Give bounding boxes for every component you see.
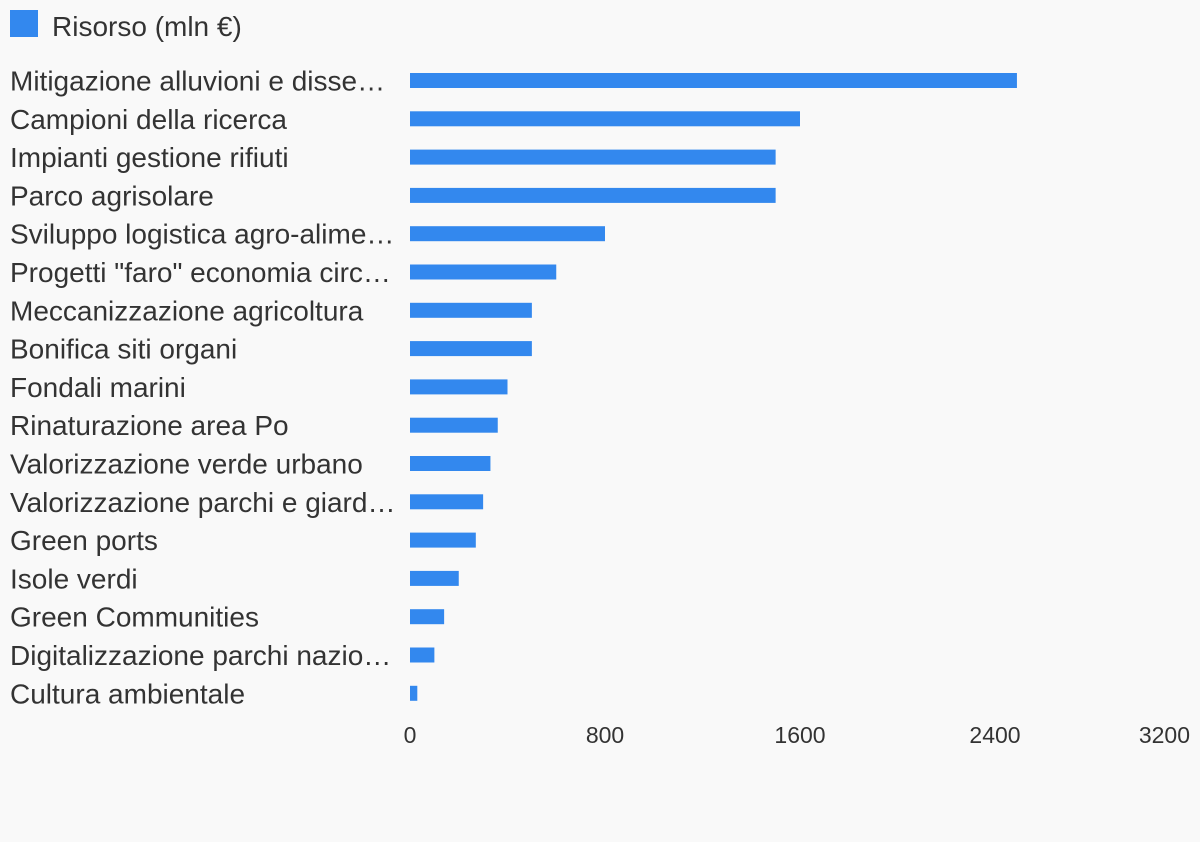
legend-label: Risorso (mln €)	[52, 11, 242, 42]
category-label: Bonifica siti organi	[10, 334, 237, 365]
category-label: Parco agrisolare	[10, 180, 214, 211]
bar	[410, 570, 459, 586]
category-label: Digitalizzazione parchi nazio…	[10, 640, 391, 671]
bar	[410, 111, 800, 127]
bar	[410, 417, 498, 433]
category-label: Progetti "faro" economia circ…	[10, 257, 391, 288]
category-label: Rinaturazione area Po	[10, 410, 289, 441]
bar	[410, 647, 435, 663]
legend-swatch	[10, 10, 38, 37]
category-label: Meccanizzazione agricoltura	[10, 295, 364, 326]
category-label: Green Communities	[10, 602, 259, 633]
bar	[410, 264, 557, 280]
x-tick-label: 1600	[774, 722, 825, 748]
bar	[410, 187, 776, 203]
bar	[410, 532, 476, 548]
bar	[410, 494, 484, 510]
x-tick-label: 2400	[969, 722, 1020, 748]
category-label: Cultura ambientale	[10, 678, 245, 709]
category-label: Isole verdi	[10, 563, 138, 594]
legend: Risorso (mln €)	[10, 10, 242, 42]
bar	[410, 379, 508, 395]
x-tick-label: 800	[586, 722, 624, 748]
x-tick-label: 0	[404, 722, 417, 748]
category-label: Valorizzazione parchi e giard…	[10, 487, 395, 518]
bar	[410, 73, 1017, 88]
bar	[410, 685, 418, 701]
category-label: Campioni della ricerca	[10, 104, 287, 135]
bar	[410, 341, 532, 357]
bar	[410, 456, 491, 471]
x-tick-label: 3200	[1139, 722, 1190, 748]
bars	[410, 73, 1017, 701]
category-label: Fondali marini	[10, 372, 186, 403]
category-label: Impianti gestione rifiuti	[10, 142, 289, 173]
category-label: Sviluppo logistica agro-alime…	[10, 219, 394, 250]
bar	[410, 149, 776, 165]
bar	[410, 226, 605, 242]
category-label: Valorizzazione verde urbano	[10, 449, 363, 480]
bar	[410, 609, 445, 625]
category-label: Green ports	[10, 525, 158, 556]
category-labels: Mitigazione alluvioni e disse… Campioni d…	[10, 66, 395, 710]
x-axis-ticks: 0 800 1600 2400 3200	[404, 722, 1190, 748]
bar	[410, 302, 532, 318]
category-label: Mitigazione alluvioni e disse…	[10, 66, 385, 97]
